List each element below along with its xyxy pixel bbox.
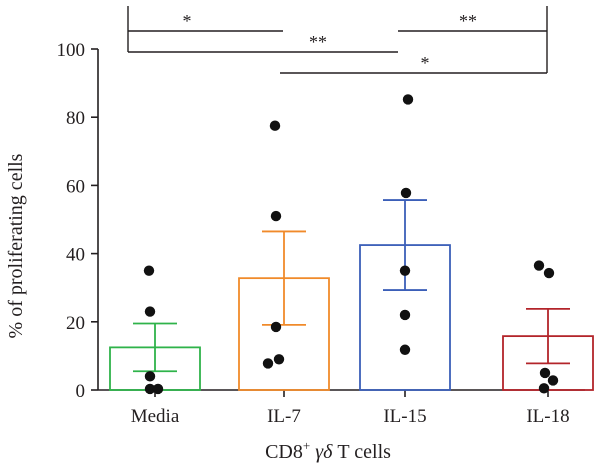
x-tick-label: IL-15 <box>383 406 426 427</box>
error-bars <box>133 199 570 373</box>
data-point <box>400 187 412 199</box>
data-point <box>538 383 550 394</box>
data-point <box>269 120 281 131</box>
bars <box>109 244 594 391</box>
data-point <box>273 354 285 365</box>
x-axis-title-superscript: + <box>303 438 310 453</box>
x-axis-title-greek: γδ <box>310 441 333 463</box>
y-tick-label: 100 <box>57 40 86 61</box>
x-tick-label: IL-18 <box>526 406 569 427</box>
y-tick-label: 40 <box>66 245 85 266</box>
data-point <box>262 358 274 369</box>
data-point <box>399 309 411 321</box>
data-point <box>533 260 545 271</box>
y-tick-label: 80 <box>66 108 85 129</box>
data-point <box>547 375 559 386</box>
y-tick-label: 0 <box>76 381 86 402</box>
x-tick-label: IL-7 <box>267 406 301 427</box>
x-tick-label: Media <box>131 406 180 427</box>
data-point <box>543 267 555 279</box>
data-point <box>144 306 156 317</box>
data-point <box>144 383 156 395</box>
significance-brackets: ****** <box>127 6 548 74</box>
data-point <box>152 383 164 395</box>
significance-label: * <box>183 11 192 31</box>
data-point <box>399 265 411 276</box>
data-point <box>270 321 282 333</box>
axes: 0 20 40 60 80 100 Media IL-7 IL-15 IL-18 <box>57 40 585 427</box>
data-point <box>539 367 551 379</box>
y-tick-label: 60 <box>66 176 85 197</box>
significance-label: * <box>421 53 430 73</box>
significance-label: ** <box>309 32 327 52</box>
data-point <box>402 94 414 105</box>
x-axis-title: CD8+ γδ T cells <box>265 438 391 463</box>
x-axis-title-main: CD8 <box>265 441 303 463</box>
y-axis-title: % of proliferating cells <box>5 153 27 338</box>
data-point <box>270 210 282 222</box>
data-point <box>399 344 411 355</box>
y-tick-label: 20 <box>66 313 85 334</box>
data-points <box>143 94 559 395</box>
data-point <box>144 371 156 382</box>
data-point <box>143 265 155 276</box>
significance-label: ** <box>459 11 477 31</box>
x-axis-title-suffix: T cells <box>332 441 391 463</box>
